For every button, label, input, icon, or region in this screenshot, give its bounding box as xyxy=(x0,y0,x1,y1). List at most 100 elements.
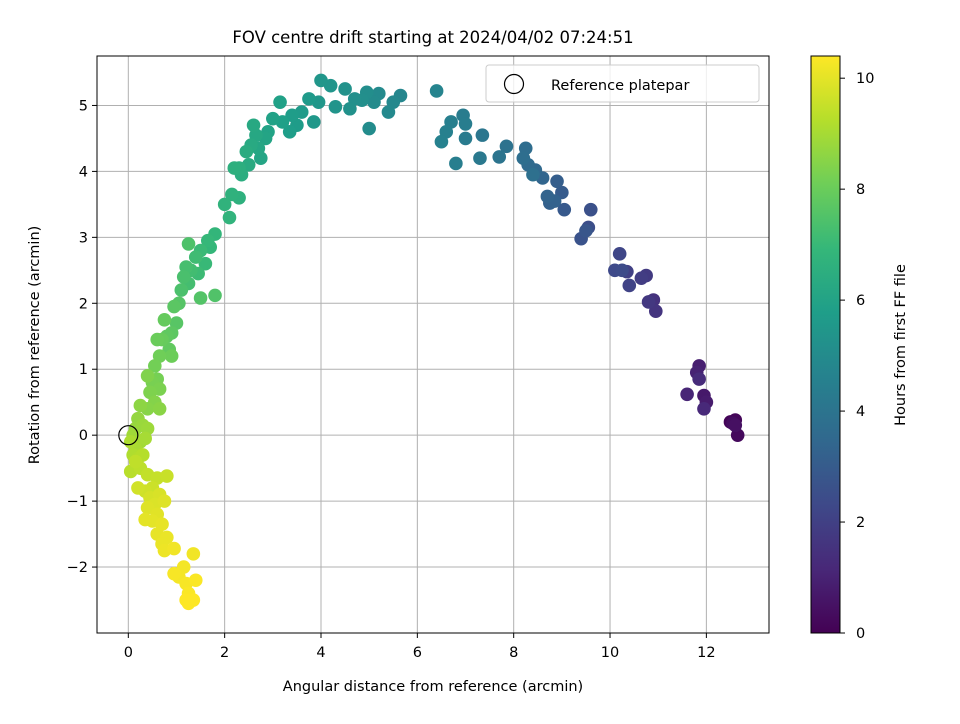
data-point xyxy=(273,95,287,109)
data-point xyxy=(138,512,152,527)
colorbar-gradient xyxy=(810,55,841,634)
data-point xyxy=(473,151,487,166)
data-point xyxy=(140,369,155,383)
data-point xyxy=(167,541,181,556)
data-point xyxy=(458,117,473,131)
data-point xyxy=(186,547,201,561)
data-point xyxy=(692,372,706,386)
data-point xyxy=(176,270,191,284)
colorbar-tick-label: 4 xyxy=(856,404,865,420)
x-tick-label: 6 xyxy=(413,645,422,661)
data-point xyxy=(381,105,396,119)
data-point xyxy=(499,139,514,154)
data-point xyxy=(622,278,637,293)
data-point xyxy=(612,247,627,261)
data-points xyxy=(118,73,745,611)
y-tick-label: 3 xyxy=(79,230,88,246)
data-point xyxy=(217,197,232,212)
data-point xyxy=(306,115,321,129)
colorbar-ticks: 0 2 4 6 8 10 xyxy=(840,71,874,642)
colorbar-tick-label: 0 xyxy=(856,626,865,642)
y-axis-ticks: −2 −1 0 1 2 3 4 5 xyxy=(67,98,97,576)
data-point xyxy=(225,187,239,202)
data-point xyxy=(579,223,593,238)
data-point xyxy=(634,271,649,286)
data-point xyxy=(516,151,531,166)
y-tick-label: 5 xyxy=(79,98,88,114)
legend-reference-marker-icon xyxy=(503,73,525,95)
data-point xyxy=(164,349,179,363)
data-point xyxy=(140,500,155,515)
data-point xyxy=(133,398,148,413)
chart-title: FOV centre drift starting at 2024/04/02 … xyxy=(232,28,633,47)
colorbar: 0 2 4 6 8 10 Hours from first FF file xyxy=(810,55,909,642)
data-point xyxy=(246,118,261,133)
data-point xyxy=(148,359,162,373)
data-point xyxy=(458,131,473,146)
data-point xyxy=(302,92,316,106)
grid-lines xyxy=(97,56,769,633)
data-point xyxy=(157,312,172,327)
data-point xyxy=(540,189,555,204)
x-tick-label: 10 xyxy=(601,645,619,661)
legend-box xyxy=(485,64,760,103)
y-tick-label: −1 xyxy=(67,494,88,510)
data-point xyxy=(150,332,165,347)
data-point xyxy=(557,202,572,217)
x-tick-label: 12 xyxy=(697,645,715,661)
data-point xyxy=(167,566,181,581)
colorbar-tick-label: 10 xyxy=(856,71,874,87)
data-point xyxy=(222,210,237,225)
colorbar-tick-label: 6 xyxy=(856,293,865,309)
data-point xyxy=(615,263,629,278)
data-point xyxy=(152,401,167,416)
data-point xyxy=(157,494,172,508)
y-tick-label: 2 xyxy=(79,296,88,312)
data-point xyxy=(583,202,598,217)
data-point xyxy=(680,387,694,402)
data-point xyxy=(362,121,376,136)
data-point xyxy=(434,134,449,149)
data-point xyxy=(338,82,352,96)
data-point xyxy=(167,299,181,314)
x-axis-label: Angular distance from reference (arcmin) xyxy=(283,679,583,695)
data-point xyxy=(550,174,564,189)
reference-platepar-marker xyxy=(118,425,139,446)
data-point xyxy=(138,431,152,446)
data-point xyxy=(239,144,254,159)
data-point xyxy=(181,237,196,251)
data-point xyxy=(728,418,743,433)
x-tick-label: 2 xyxy=(220,645,229,661)
y-tick-label: −2 xyxy=(67,560,88,576)
data-point xyxy=(648,304,663,318)
data-point xyxy=(282,125,297,139)
data-point xyxy=(343,101,357,116)
data-point xyxy=(160,469,174,483)
data-point xyxy=(475,128,490,142)
data-point xyxy=(314,73,328,88)
x-tick-label: 8 xyxy=(509,645,518,661)
legend: Reference platepar xyxy=(485,64,760,103)
data-point xyxy=(697,401,711,416)
data-point xyxy=(429,84,444,98)
data-point xyxy=(367,95,381,109)
y-tick-label: 4 xyxy=(79,164,88,180)
data-point xyxy=(208,288,222,303)
y-axis-label: Rotation from reference (arcmin) xyxy=(27,226,43,465)
data-point xyxy=(641,295,656,309)
data-point xyxy=(128,454,143,469)
x-axis-ticks: 0 2 4 6 8 10 12 xyxy=(124,633,716,661)
data-point xyxy=(449,156,463,171)
data-point xyxy=(193,291,208,305)
data-point xyxy=(227,161,242,175)
data-point xyxy=(266,111,280,126)
data-point xyxy=(328,99,343,114)
y-tick-label: 0 xyxy=(79,428,88,444)
data-point xyxy=(188,573,203,588)
colorbar-tick-label: 2 xyxy=(856,515,865,531)
plot-area-frame xyxy=(96,55,770,634)
data-point xyxy=(174,283,189,297)
data-point xyxy=(198,256,213,271)
data-point xyxy=(181,596,196,611)
